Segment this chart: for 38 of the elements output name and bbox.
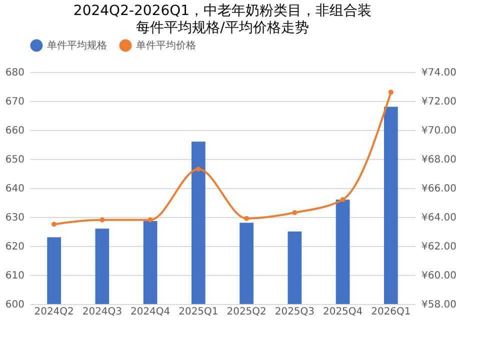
point (292, 210, 298, 216)
point (340, 197, 346, 202)
y2-tick-label: ¥58.00 (422, 300, 456, 310)
point (148, 217, 153, 222)
y-tick-label: 640 (5, 184, 24, 194)
y-tick-label: 610 (5, 270, 24, 282)
y2-tick-label: ¥70.00 (422, 126, 456, 136)
y-tick-label: 680 (5, 68, 24, 78)
y2-tick-label: ¥74.00 (422, 68, 456, 78)
legend-label: 单件平均规格 (47, 40, 107, 52)
chart-title: 2024Q2-2026Q1，中老年奶粉类目，非组合装 (73, 3, 372, 19)
x-tick-label: 2025Q1 (178, 306, 218, 318)
y2-tick-label: ¥60.00 (422, 270, 456, 282)
x-tick-label: 2024Q3 (82, 306, 122, 318)
y2-tick-label: ¥68.00 (422, 154, 456, 166)
chart-subtitle: 每件平均规格/平均价格走势 (136, 20, 309, 36)
x-tick-label: 2024Q2 (34, 306, 74, 318)
point (244, 216, 250, 221)
y-tick-label: 670 (5, 96, 24, 108)
point (388, 90, 394, 95)
x-tick-label: 2025Q2 (226, 306, 266, 318)
point (52, 222, 57, 227)
y2-tick-label: ¥72.00 (422, 96, 456, 108)
y-tick-label: 660 (5, 126, 24, 136)
x-tick-label: 2025Q4 (322, 306, 363, 318)
y-tick-label: 600 (5, 300, 24, 310)
x-tick-label: 2026Q1 (371, 306, 411, 318)
legend-label: 单件平均价格 (136, 40, 196, 52)
point (196, 166, 201, 172)
y2-tick-label: ¥66.00 (422, 184, 456, 194)
y2-tick-label: ¥64.00 (422, 212, 456, 224)
y-tick-label: 650 (5, 154, 24, 166)
y2-tick-label: ¥62.00 (422, 242, 456, 252)
y-tick-label: 630 (5, 212, 24, 224)
x-tick-label: 2025Q3 (274, 306, 315, 318)
x-tick-label: 2024Q4 (130, 306, 170, 318)
point (100, 217, 105, 222)
y-tick-label: 620 (5, 242, 24, 252)
